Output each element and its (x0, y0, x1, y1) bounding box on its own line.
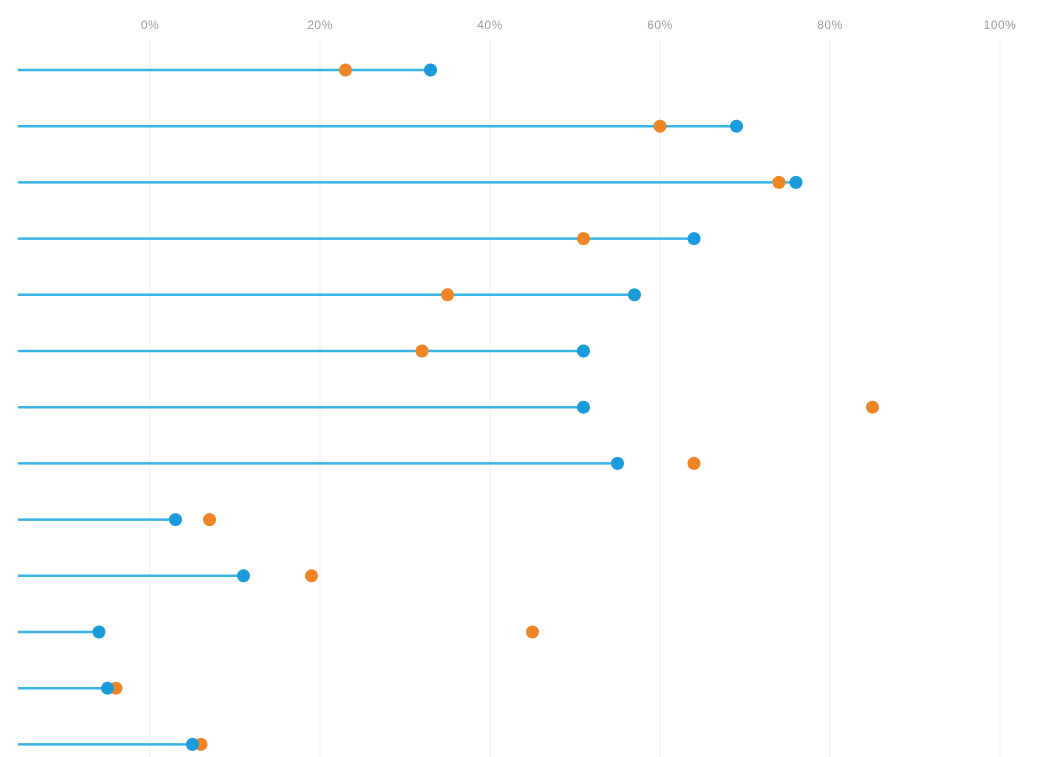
orange-dot (339, 63, 352, 77)
blue-dot (101, 681, 114, 695)
x-axis: 0% 20% 40% 60% 80% 100% (141, 18, 1017, 32)
blue-dot (237, 569, 250, 583)
orange-dot (526, 625, 539, 639)
blue-dot (169, 513, 182, 527)
orange-dot (203, 513, 216, 527)
blue-dot (577, 400, 590, 414)
blue-dot (628, 288, 641, 302)
blue-dot (424, 63, 437, 77)
blue-dot (687, 232, 701, 246)
orange-dot (577, 232, 590, 246)
orange-dot (866, 400, 879, 414)
orange-dot (653, 119, 667, 133)
x-tick-label: 60% (647, 18, 673, 32)
x-tick-label: 40% (477, 18, 503, 32)
orange-dot (415, 344, 429, 358)
dot-layer (92, 63, 879, 751)
stem-layer (18, 68, 796, 746)
blue-dot (186, 737, 199, 751)
x-tick-label: 20% (307, 18, 333, 32)
blue-dot (730, 119, 743, 133)
blue-dot (92, 625, 106, 639)
grid-layer (149, 40, 1001, 757)
x-tick-label: 100% (984, 18, 1017, 32)
orange-dot (687, 456, 701, 470)
blue-dot (789, 175, 803, 189)
orange-dot (772, 175, 786, 189)
orange-dot (441, 288, 454, 302)
blue-dot (611, 456, 624, 470)
blue-dot (577, 344, 590, 358)
x-tick-label: 80% (817, 18, 843, 32)
orange-dot (305, 569, 318, 583)
x-tick-label: 0% (141, 18, 159, 32)
